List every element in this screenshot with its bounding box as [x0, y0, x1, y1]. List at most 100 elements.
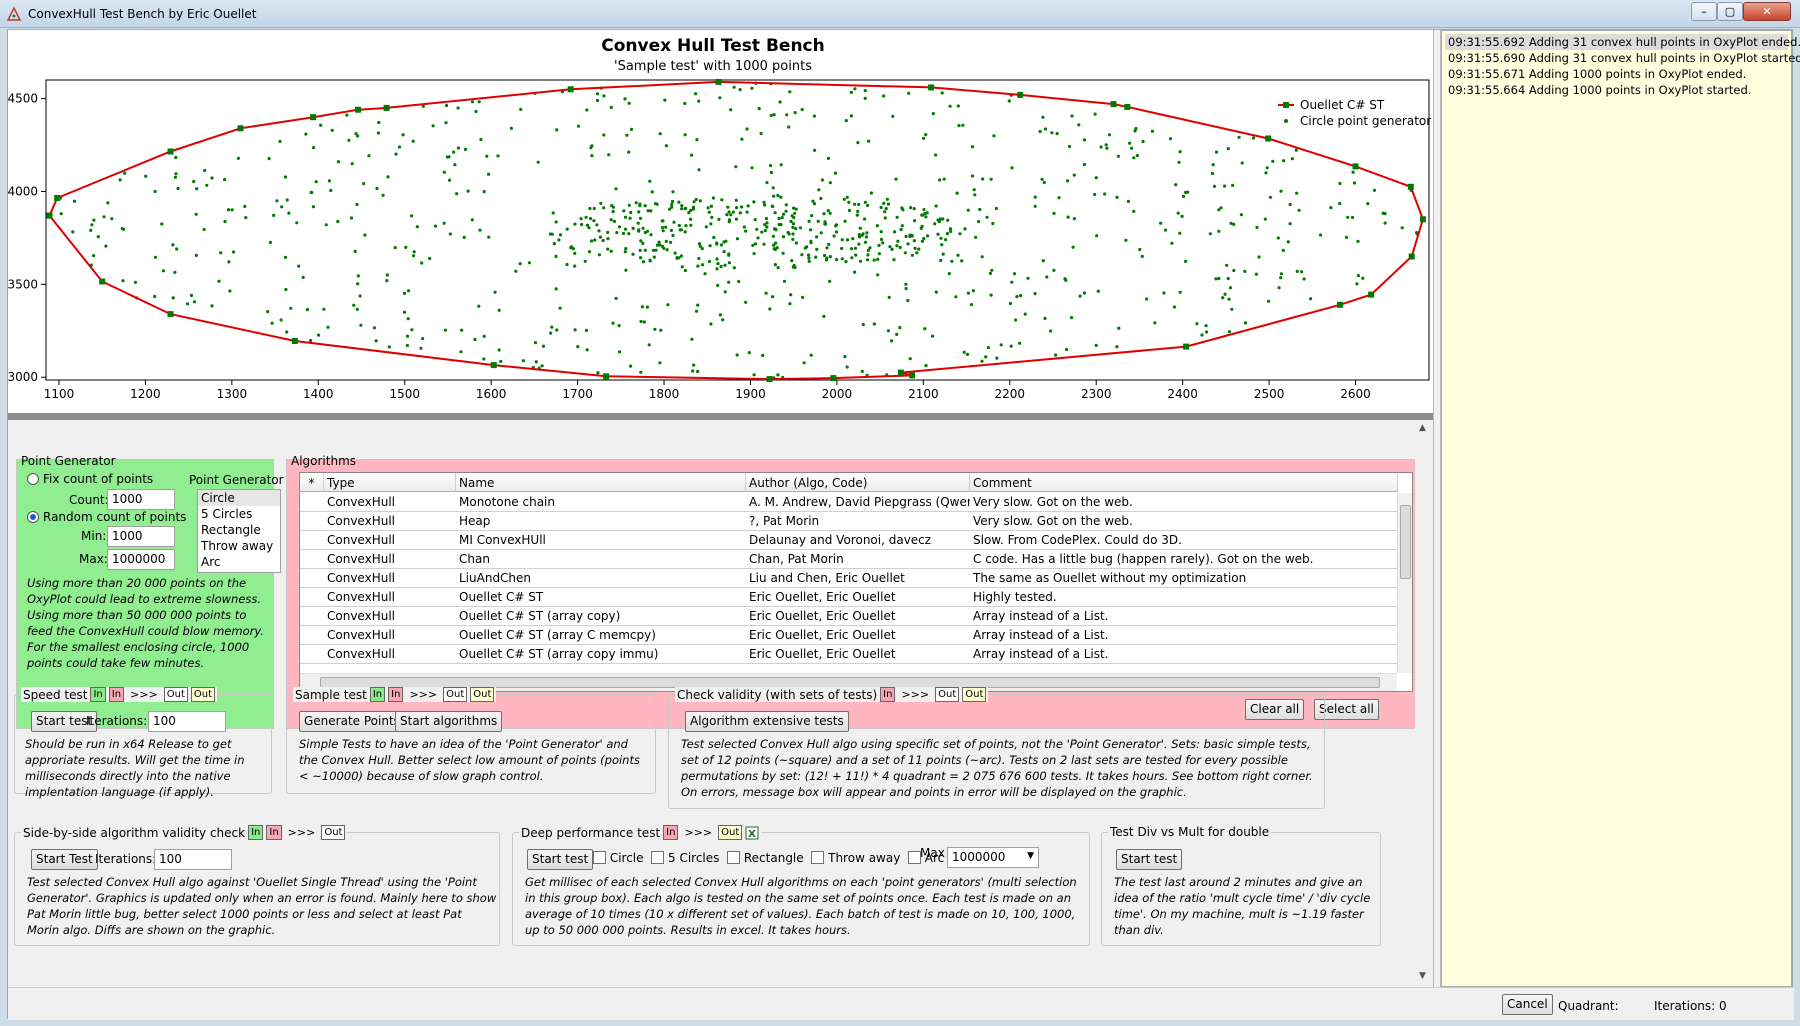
log-line[interactable]: 09:31:55.671 Adding 1000 points in OxyPl… [1448, 67, 1747, 81]
close-button[interactable]: ✕ [1743, 2, 1791, 21]
count-input[interactable]: 1000 [107, 489, 175, 510]
cell-comment[interactable]: Highly tested. [973, 590, 1057, 604]
cell-name[interactable]: Chan [459, 552, 490, 566]
cell-author[interactable]: Eric Ouellet, Eric Ouellet [749, 647, 896, 661]
cell-name[interactable]: Ouellet C# ST [459, 590, 544, 604]
cell-type[interactable]: ConvexHull [327, 495, 395, 509]
select-all-button[interactable]: Select all [1314, 699, 1379, 720]
throw-away-checkbox[interactable] [811, 851, 825, 864]
table-row[interactable]: ConvexHull Ouellet C# ST (array C memcpy)… [300, 626, 1398, 645]
convex-hull-chart[interactable]: Convex Hull Test Bench 'Sample test' wit… [7, 30, 1433, 413]
max-input[interactable]: 1000000 [107, 549, 175, 570]
cell-type[interactable]: ConvexHull [327, 533, 395, 547]
col-header-author[interactable]: Author (Algo, Code) [746, 473, 970, 492]
rectangle-option[interactable]: Rectangle [743, 851, 804, 865]
log-line[interactable]: 09:31:55.690 Adding 31 convex hull point… [1448, 51, 1800, 65]
max-points-select[interactable]: 1000000 ▼ [947, 847, 1039, 868]
cell-name[interactable]: Ouellet C# ST (array copy immu) [459, 647, 659, 661]
cell-name[interactable]: Monotone chain [459, 495, 555, 509]
cell-comment[interactable]: Very slow. Got on the web. [973, 514, 1133, 528]
throw-away-option[interactable]: Throw away [828, 851, 901, 865]
side-by-side-start-button[interactable]: Start Test [31, 849, 98, 870]
cell-name[interactable]: Heap [459, 514, 491, 528]
five-circles-option[interactable]: 5 Circles [668, 851, 720, 865]
fix-count-label[interactable]: Fix count of points [43, 472, 154, 486]
generator-item[interactable]: Throw away [201, 539, 274, 553]
grid-vertical-thumb[interactable] [1400, 505, 1411, 579]
speed-start-button[interactable]: Start test [31, 711, 98, 732]
scroll-up-icon[interactable]: ▲ [1419, 423, 1426, 433]
cell-name[interactable]: MI ConvexHUll [459, 533, 546, 547]
generator-item[interactable]: Circle [198, 490, 280, 506]
log-list[interactable]: 09:31:55.692 Adding 31 convex hull point… [1441, 30, 1800, 987]
cell-comment[interactable]: C code. Has a little bug (happen rarely)… [973, 552, 1314, 566]
table-row[interactable]: ConvexHull Ouellet C# ST (array copy immu… [300, 645, 1398, 664]
cell-name[interactable]: Ouellet C# ST (array C memcpy) [459, 628, 656, 642]
speed-iterations-input[interactable]: 100 [148, 711, 226, 732]
table-row[interactable]: ConvexHull Heap ?, Pat Morin Very slow. Got… [300, 512, 1398, 531]
cell-type[interactable]: ConvexHull [327, 647, 395, 661]
cancel-button[interactable]: Cancel [1502, 994, 1553, 1015]
scroll-down-icon[interactable]: ▼ [1419, 971, 1426, 981]
table-row[interactable]: ConvexHull MI ConvexHUll Delaunay and Voro… [300, 531, 1398, 550]
random-count-radio[interactable] [27, 511, 39, 523]
cell-type[interactable]: ConvexHull [327, 552, 395, 566]
table-row[interactable]: ConvexHull Ouellet C# ST (array copy) Eric… [300, 607, 1398, 626]
deep-performance-start-button[interactable]: Start test [527, 849, 594, 870]
cell-comment[interactable]: Array instead of a List. [973, 628, 1109, 642]
cell-author[interactable]: Liu and Chen, Eric Ouellet [749, 571, 905, 585]
generator-list[interactable]: Circle 5 Circles Rectangle Throw away Ar… [197, 489, 281, 573]
arc-option[interactable]: Arc [924, 851, 945, 865]
side-by-side-iterations-input[interactable]: 100 [154, 849, 232, 870]
excel-icon[interactable]: X [745, 826, 759, 840]
minimize-button[interactable]: – [1691, 2, 1717, 21]
algorithms-grid[interactable]: * Type Name Author (Algo, Code) Comment … [299, 472, 1413, 692]
rectangle-checkbox[interactable] [727, 851, 741, 864]
log-line[interactable]: 09:31:55.692 Adding 31 convex hull point… [1445, 34, 1800, 50]
col-header-name[interactable]: Name [456, 473, 746, 492]
cell-name[interactable]: LiuAndChen [459, 571, 532, 585]
generate-points-button[interactable]: Generate Points [299, 711, 405, 732]
cell-author[interactable]: Delaunay and Voronoi, davecz [749, 533, 932, 547]
plot-area[interactable]: Convex Hull Test Bench 'Sample test' wit… [7, 30, 1433, 413]
cell-author[interactable]: Eric Ouellet, Eric Ouellet [749, 628, 896, 642]
log-line[interactable]: 09:31:55.664 Adding 1000 points in OxyPl… [1448, 83, 1752, 97]
cell-type[interactable]: ConvexHull [327, 590, 395, 604]
cell-name[interactable]: Ouellet C# ST (array copy) [459, 609, 621, 623]
cell-comment[interactable]: Array instead of a List. [973, 647, 1109, 661]
grid-vertical-scrollbar[interactable] [1397, 493, 1412, 673]
cell-author[interactable]: Chan, Pat Morin [749, 552, 844, 566]
cell-type[interactable]: ConvexHull [327, 514, 395, 528]
generator-item[interactable]: Rectangle [201, 523, 261, 537]
generator-item[interactable]: Arc [201, 555, 221, 569]
col-header-type[interactable]: Type [324, 473, 456, 492]
table-row[interactable]: ConvexHull Chan Chan, Pat Morin C code. Has… [300, 550, 1398, 569]
panel-vertical-scrollbar[interactable]: ▲ ▼ [1415, 420, 1433, 986]
min-input[interactable]: 1000 [107, 526, 175, 547]
cell-author[interactable]: ?, Pat Morin [749, 514, 820, 528]
col-header-check[interactable]: * [300, 473, 324, 492]
cell-comment[interactable]: The same as Ouellet without my optimizat… [973, 571, 1247, 585]
vertical-splitter[interactable] [1433, 30, 1441, 1020]
cell-type[interactable]: ConvexHull [327, 628, 395, 642]
cell-type[interactable]: ConvexHull [327, 609, 395, 623]
arc-checkbox[interactable] [907, 851, 921, 864]
table-row[interactable]: ConvexHull Monotone chain A. M. Andrew, Da… [300, 493, 1398, 512]
random-count-label[interactable]: Random count of points [43, 510, 187, 524]
circle-checkbox[interactable] [593, 851, 606, 864]
generator-item[interactable]: 5 Circles [201, 507, 253, 521]
cell-type[interactable]: ConvexHull [327, 571, 395, 585]
cell-comment[interactable]: Slow. From CodePlex. Could do 3D. [973, 533, 1182, 547]
cell-comment[interactable]: Very slow. Got on the web. [973, 495, 1133, 509]
cell-author[interactable]: Eric Ouellet, Eric Ouellet [749, 609, 896, 623]
cell-comment[interactable]: Array instead of a List. [973, 609, 1109, 623]
table-row[interactable]: ConvexHull Ouellet C# ST Eric Ouellet, Eri… [300, 588, 1398, 607]
clear-all-button[interactable]: Clear all [1245, 699, 1305, 720]
circle-option[interactable]: Circle [609, 851, 644, 865]
col-header-comment[interactable]: Comment [970, 473, 1398, 492]
div-vs-mult-start-button[interactable]: Start test [1116, 849, 1183, 870]
cell-author[interactable]: A. M. Andrew, David Piepgrass (Qwerties) [749, 495, 970, 509]
five-circles-checkbox[interactable] [651, 851, 665, 864]
cell-author[interactable]: Eric Ouellet, Eric Ouellet [749, 590, 896, 604]
horizontal-splitter[interactable] [8, 413, 1433, 420]
